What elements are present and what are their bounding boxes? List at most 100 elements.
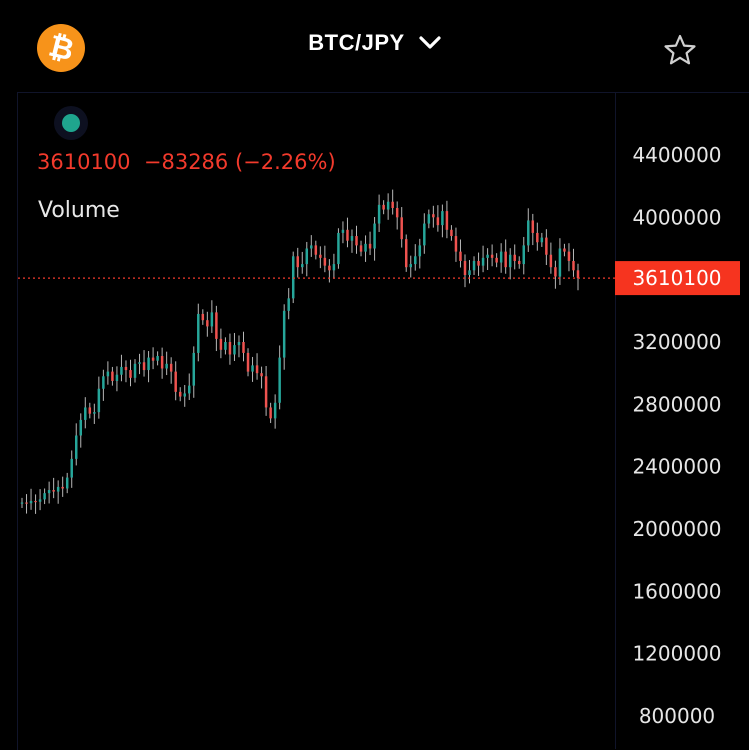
candle-down[interactable] <box>513 254 516 261</box>
candle-up[interactable] <box>472 260 476 271</box>
candle-down[interactable] <box>160 356 164 369</box>
candle-up[interactable] <box>106 371 110 377</box>
candle-down[interactable] <box>296 256 299 268</box>
candle-up[interactable] <box>233 345 236 355</box>
candle-up[interactable] <box>441 211 444 226</box>
candle-down[interactable] <box>201 313 205 321</box>
candle-up[interactable] <box>278 357 281 403</box>
candle-up[interactable] <box>237 342 241 346</box>
candle-down[interactable] <box>111 371 114 381</box>
candle-up[interactable] <box>29 500 33 504</box>
candle-up[interactable] <box>210 312 214 327</box>
candle-down[interactable] <box>255 365 259 374</box>
candle-up[interactable] <box>427 214 431 224</box>
candle-up[interactable] <box>138 362 141 364</box>
candle-up[interactable] <box>386 201 390 210</box>
candle-up[interactable] <box>486 254 489 258</box>
candle-down[interactable] <box>34 500 37 503</box>
candle-up[interactable] <box>165 363 168 369</box>
candle-up[interactable] <box>47 490 51 494</box>
candle-down[interactable] <box>576 270 580 279</box>
candle-down[interactable] <box>404 239 408 268</box>
candle-up[interactable] <box>56 486 60 492</box>
candle-up[interactable] <box>38 499 42 502</box>
candle-down[interactable] <box>129 370 132 378</box>
candle-up[interactable] <box>291 256 295 299</box>
candle-up[interactable] <box>251 365 254 372</box>
candle-down[interactable] <box>61 486 64 489</box>
candle-down[interactable] <box>490 254 494 258</box>
bitcoin-logo-icon[interactable]: ₿ <box>37 24 85 72</box>
candle-up[interactable] <box>273 402 277 419</box>
candle-up[interactable] <box>499 251 503 263</box>
candle-down[interactable] <box>504 251 507 268</box>
candle-down[interactable] <box>52 490 55 492</box>
candle-down[interactable] <box>563 248 566 252</box>
candle-up[interactable] <box>414 256 417 265</box>
candle-down[interactable] <box>554 267 557 277</box>
candle-down[interactable] <box>495 257 498 263</box>
candle-down[interactable] <box>178 391 182 397</box>
candle-down[interactable] <box>242 342 245 353</box>
candle-down[interactable] <box>436 217 440 226</box>
candle-up[interactable] <box>97 388 101 413</box>
candle-down[interactable] <box>454 236 458 252</box>
candle-up[interactable] <box>147 357 150 371</box>
candle-up[interactable] <box>364 243 367 252</box>
candle-up[interactable] <box>409 264 412 268</box>
candle-up[interactable] <box>224 342 227 350</box>
candle-up[interactable] <box>20 502 24 504</box>
candle-up[interactable] <box>93 412 96 414</box>
candle-down[interactable] <box>319 254 322 258</box>
candle-down[interactable] <box>346 229 349 241</box>
candle-up[interactable] <box>183 393 186 397</box>
candle-up[interactable] <box>287 298 290 311</box>
candle-up[interactable] <box>377 204 381 224</box>
candle-up[interactable] <box>540 237 544 243</box>
candle-up[interactable] <box>65 477 69 489</box>
candle-up[interactable] <box>84 407 87 420</box>
candle-down[interactable] <box>260 373 263 377</box>
candle-up[interactable] <box>75 435 78 459</box>
candle-down[interactable] <box>174 371 177 392</box>
candle-up[interactable] <box>558 248 562 277</box>
candle-up[interactable] <box>341 229 345 233</box>
candle-up[interactable] <box>43 493 46 500</box>
candle-up[interactable] <box>373 223 376 249</box>
candle-down[interactable] <box>517 260 521 265</box>
status-indicator[interactable] <box>54 106 88 140</box>
candle-up[interactable] <box>79 419 83 436</box>
candle-down[interactable] <box>151 357 155 361</box>
candle-down[interactable] <box>368 243 372 249</box>
candle-down[interactable] <box>531 220 535 233</box>
candle-down[interactable] <box>88 407 92 414</box>
candle-down[interactable] <box>25 502 28 504</box>
candle-down[interactable] <box>391 201 394 208</box>
pair-selector[interactable]: BTC/JPY <box>308 30 441 56</box>
candle-down[interactable] <box>459 251 462 261</box>
candle-down[interactable] <box>246 352 250 372</box>
candle-up[interactable] <box>102 376 105 389</box>
candle-up[interactable] <box>418 245 422 257</box>
candle-down[interactable] <box>477 260 480 266</box>
candle-down[interactable] <box>142 362 146 371</box>
candle-up[interactable] <box>156 356 159 361</box>
chart-area[interactable] <box>17 92 749 750</box>
candle-down[interactable] <box>463 260 467 275</box>
candle-down[interactable] <box>169 363 173 372</box>
candle-down[interactable] <box>400 217 403 240</box>
candle-up[interactable] <box>527 220 530 246</box>
candle-up[interactable] <box>192 352 196 386</box>
candle-up[interactable] <box>468 270 471 275</box>
candle-down[interactable] <box>572 260 575 271</box>
candle-up[interactable] <box>301 264 304 268</box>
candle-down[interactable] <box>124 366 128 371</box>
candle-up[interactable] <box>481 257 485 266</box>
candle-up[interactable] <box>70 458 73 478</box>
candle-down[interactable] <box>450 229 453 237</box>
candle-up[interactable] <box>310 245 313 249</box>
candle-up[interactable] <box>423 223 426 246</box>
candle-down[interactable] <box>382 204 385 210</box>
candle-up[interactable] <box>305 248 309 265</box>
